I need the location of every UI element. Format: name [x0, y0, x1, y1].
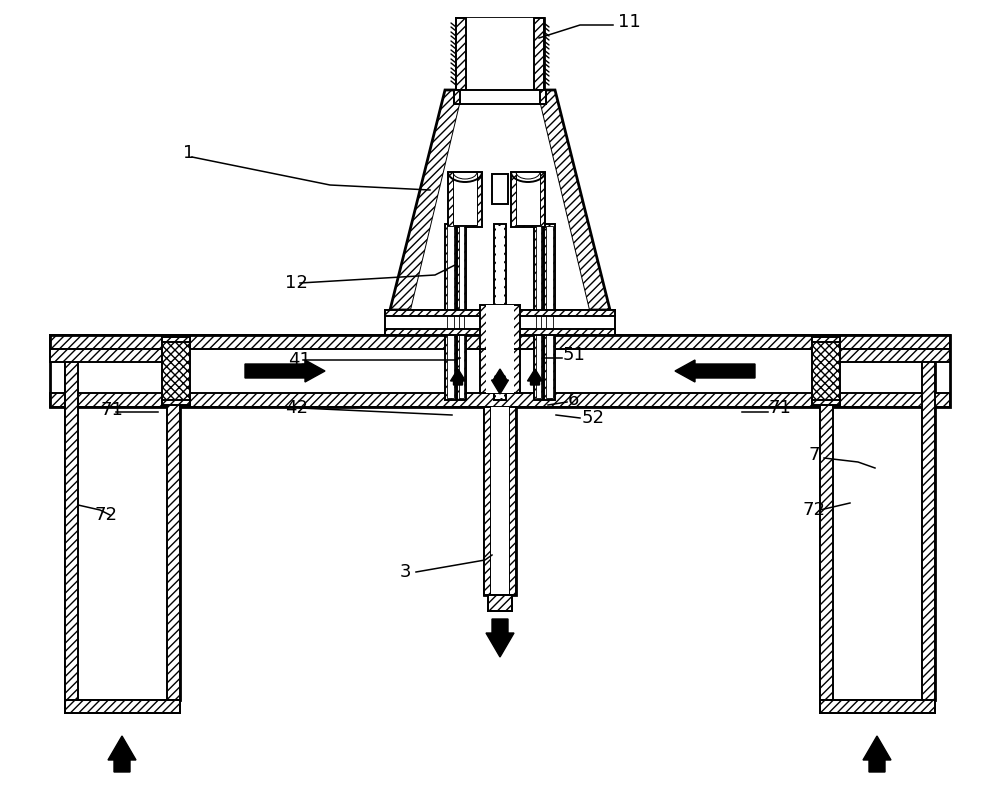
Bar	[492, 174, 508, 204]
FancyArrow shape	[492, 376, 509, 394]
Bar	[385, 310, 615, 335]
Bar	[540, 90, 546, 104]
Bar	[50, 393, 950, 407]
Polygon shape	[411, 100, 589, 310]
Bar	[820, 349, 950, 362]
Text: 12: 12	[285, 274, 308, 292]
Bar	[162, 337, 190, 342]
Bar	[820, 700, 935, 713]
Bar	[511, 172, 545, 227]
Bar	[812, 337, 840, 405]
Bar	[812, 337, 840, 342]
Bar	[453, 172, 477, 225]
Bar	[509, 407, 516, 595]
FancyArrow shape	[108, 736, 136, 772]
Bar	[488, 595, 512, 611]
Bar	[496, 226, 504, 398]
Bar	[456, 18, 466, 90]
Bar	[454, 90, 546, 104]
Bar	[162, 337, 190, 405]
Polygon shape	[390, 90, 610, 310]
Bar	[65, 349, 180, 700]
Bar	[50, 335, 950, 349]
Bar	[820, 700, 935, 713]
Bar	[484, 407, 516, 595]
Text: 1: 1	[183, 144, 194, 162]
FancyArrow shape	[450, 369, 466, 385]
Bar	[78, 362, 167, 700]
Bar	[544, 224, 555, 400]
Bar	[448, 172, 482, 227]
Text: 51: 51	[563, 346, 586, 364]
Bar	[167, 349, 180, 700]
Text: 72: 72	[803, 501, 826, 519]
Bar	[50, 335, 950, 407]
Bar	[385, 329, 615, 335]
Bar	[534, 224, 543, 400]
Bar	[385, 310, 615, 316]
Bar	[922, 349, 935, 700]
Bar	[536, 226, 541, 398]
Text: 71: 71	[100, 401, 123, 419]
Bar	[65, 700, 180, 713]
Bar	[495, 176, 505, 202]
Bar	[480, 305, 520, 354]
Bar	[480, 349, 520, 393]
Bar	[516, 172, 540, 225]
Text: 42: 42	[285, 399, 308, 417]
Bar	[454, 90, 460, 104]
Bar	[445, 224, 456, 400]
Bar	[50, 349, 950, 393]
Text: 72: 72	[95, 506, 118, 524]
Text: 3: 3	[400, 563, 412, 581]
Text: 41: 41	[288, 351, 311, 369]
Text: 71: 71	[769, 399, 792, 417]
FancyArrow shape	[245, 360, 325, 382]
FancyArrow shape	[528, 369, 542, 385]
Bar	[546, 226, 553, 398]
Bar	[486, 305, 514, 354]
Text: 11: 11	[618, 13, 641, 31]
Bar	[491, 407, 509, 595]
Text: 7: 7	[808, 446, 820, 464]
Bar	[486, 349, 514, 393]
Bar	[488, 595, 512, 611]
Bar	[494, 224, 506, 400]
Bar	[65, 349, 78, 700]
Bar	[484, 407, 491, 595]
FancyArrow shape	[675, 360, 755, 382]
Bar	[534, 18, 544, 90]
Bar	[65, 700, 180, 713]
Bar	[50, 349, 180, 362]
Bar	[820, 349, 833, 700]
FancyArrow shape	[863, 736, 891, 772]
Bar	[456, 18, 544, 90]
Bar	[447, 226, 454, 398]
FancyArrow shape	[492, 369, 508, 385]
Bar	[833, 362, 922, 700]
Bar	[459, 226, 464, 398]
Bar	[820, 349, 935, 700]
Text: 6: 6	[568, 391, 579, 409]
FancyArrow shape	[486, 619, 514, 657]
Bar	[466, 18, 534, 90]
Bar	[812, 400, 840, 405]
Text: 52: 52	[582, 409, 605, 427]
Bar	[457, 224, 466, 400]
Bar	[162, 400, 190, 405]
